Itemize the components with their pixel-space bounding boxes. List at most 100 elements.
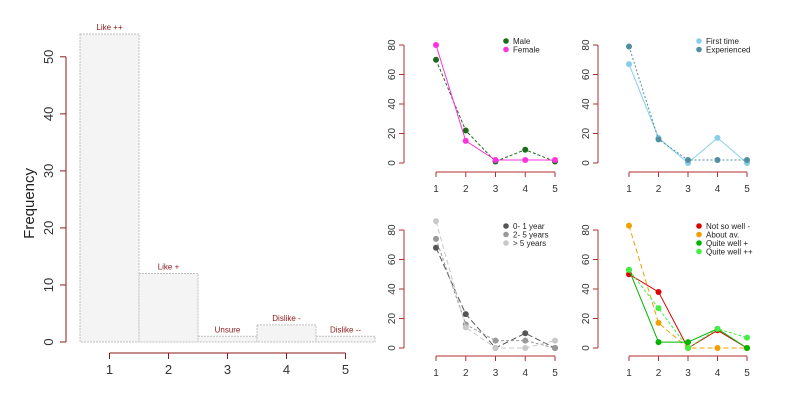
data-point [462, 137, 469, 144]
data-point [626, 222, 632, 229]
data-point [462, 311, 469, 318]
data-point [433, 235, 439, 242]
data-point [552, 157, 558, 164]
data-point [714, 345, 721, 351]
x-tick-label: 4 [715, 368, 721, 379]
x-tick-label: 2 [463, 368, 469, 379]
series-line [628, 269, 748, 349]
y-tick-label: 80 [387, 224, 398, 236]
data-point [522, 345, 529, 351]
data-point [462, 324, 469, 331]
data-point [655, 136, 662, 143]
x-tick-label: 2 [165, 362, 172, 377]
data-point [433, 56, 439, 63]
data-point [492, 345, 499, 351]
y-tick-label: 40 [387, 98, 398, 110]
data-point [626, 266, 632, 273]
x-tick-label: 1 [626, 184, 632, 195]
x-tick-label: 2 [463, 184, 469, 195]
x-tick-label: 2 [656, 368, 662, 379]
y-tick-label: 40 [581, 98, 592, 110]
y-tick-label: 10 [41, 278, 56, 292]
data-point [655, 339, 662, 346]
data-point [552, 337, 558, 344]
x-tick-label: 4 [715, 184, 721, 195]
x-tick-label: 5 [744, 368, 750, 379]
legend-label: Male [513, 37, 531, 46]
data-point [522, 146, 529, 153]
legend-label: Female [513, 46, 540, 55]
x-tick-label: 4 [522, 368, 528, 379]
y-tick-label: 80 [387, 39, 398, 51]
series-line [435, 59, 556, 163]
y-tick-label: 40 [581, 283, 592, 295]
y-tick-label: 80 [581, 39, 592, 51]
legend-label: Not so well - [706, 222, 750, 231]
data-point [685, 339, 691, 346]
data-point [714, 134, 721, 141]
data-point [492, 337, 499, 344]
histogram-bar [138, 273, 199, 343]
legend-marker [696, 46, 702, 53]
y-tick-label: 20 [387, 313, 398, 325]
y-tick-label: 20 [581, 313, 592, 325]
histogram-bar [315, 335, 376, 343]
y-tick-label: 20 [581, 128, 592, 140]
data-point [655, 288, 662, 295]
data-point [685, 345, 691, 351]
data-point [492, 157, 499, 164]
legend-marker [503, 46, 509, 53]
y-tick-label: 60 [581, 69, 592, 81]
y-tick-label: 60 [387, 254, 398, 266]
legend-marker [696, 223, 702, 229]
x-tick-label: 4 [283, 362, 290, 377]
x-tick-label: 4 [522, 184, 528, 195]
x-tick-label: 3 [493, 368, 499, 379]
data-point [522, 337, 529, 344]
legend-label: > 5 years [513, 239, 546, 248]
legend-marker [696, 38, 702, 44]
histogram-bar [256, 324, 317, 343]
series-line [435, 238, 556, 349]
y-tick-label: 80 [581, 224, 592, 236]
data-point [744, 157, 750, 164]
data-point [522, 157, 529, 164]
x-tick-label: 1 [433, 368, 439, 379]
histogram-bar [197, 335, 258, 343]
data-point [744, 334, 750, 341]
series-line [435, 247, 556, 349]
y-tick-label: 20 [387, 128, 398, 140]
legend-marker [696, 248, 702, 255]
data-point [714, 157, 721, 164]
y-tick-label: 40 [41, 107, 56, 121]
bar-data-label: Dislike - [272, 314, 301, 323]
histogram-panel: 0 10 20 30 40 50 Frequency Like ++ Like + Unsure D… [21, 23, 376, 377]
series-line [435, 44, 555, 161]
x-tick-label: 1 [433, 184, 439, 195]
data-point [433, 244, 439, 251]
x-tick-label: 3 [685, 184, 691, 195]
y-tick-label: 60 [581, 254, 592, 266]
bar-data-label: Dislike -- [330, 325, 361, 334]
data-point [522, 330, 529, 337]
x-tick-label: 5 [552, 368, 558, 379]
y-axis-title: Frequency [21, 167, 38, 238]
data-point [655, 305, 662, 312]
y-tick-label: 0 [387, 160, 398, 166]
x-tick-label: 3 [224, 362, 231, 377]
histogram-bar [79, 33, 140, 343]
legend-label: Quite well + [706, 239, 748, 248]
y-tick-label: 50 [41, 50, 56, 64]
series-line [628, 46, 747, 161]
series-line [628, 63, 748, 164]
data-point [685, 157, 691, 164]
bar-data-label: Unsure [215, 325, 241, 334]
y-tick-label: 0 [581, 160, 592, 166]
data-point [433, 42, 439, 48]
data-point [744, 345, 750, 351]
y-tick-label: 60 [387, 69, 398, 81]
